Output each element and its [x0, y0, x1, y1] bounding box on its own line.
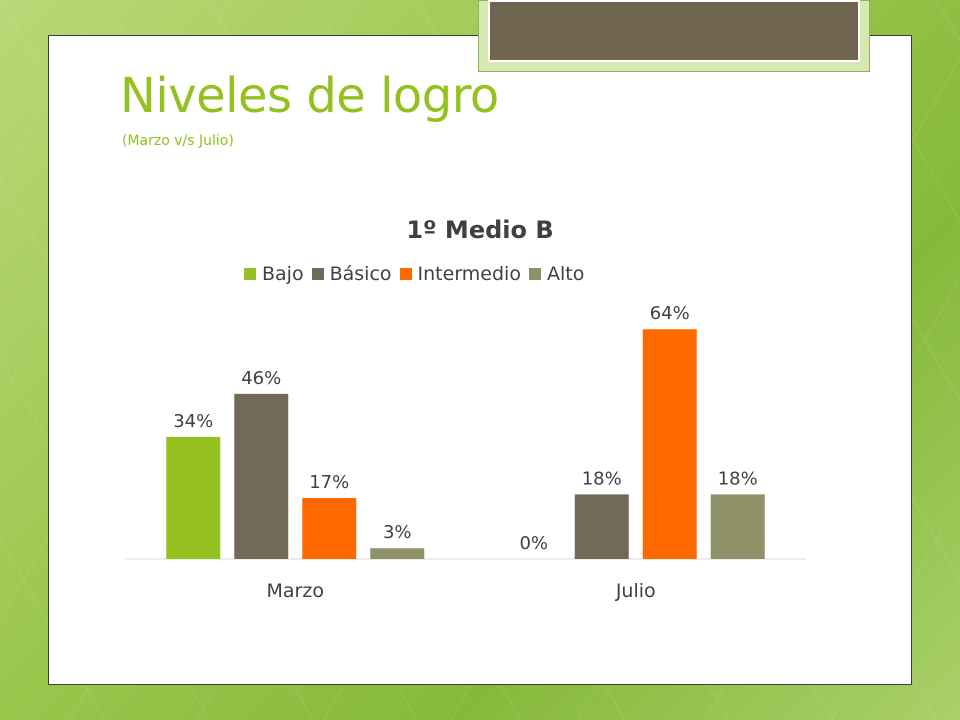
chart-title: 1º Medio B: [406, 216, 554, 244]
bar-basico-marzo: [234, 393, 289, 559]
legend-swatch-alto: [528, 268, 541, 280]
legend-label-alto: Alto: [546, 263, 585, 285]
data-label-basico-marzo: 46%: [241, 368, 281, 389]
slide-canvas: [48, 35, 912, 685]
legend-swatch-basico: [311, 268, 324, 280]
data-label-intermedio-marzo: 17%: [309, 472, 349, 493]
data-label-alto-marzo: 3%: [383, 522, 412, 543]
bar-intermedio-julio: [642, 329, 697, 559]
bar-alto-julio: [710, 494, 765, 559]
legend-label-intermedio: Intermedio: [417, 263, 521, 285]
bar-alto-marzo: [370, 548, 425, 559]
data-label-basico-julio: 18%: [582, 468, 622, 489]
x-tick-label-julio: Julio: [615, 580, 656, 602]
x-tick-label-marzo: Marzo: [267, 580, 324, 602]
legend-item-intermedio: Intermedio: [399, 263, 521, 285]
page-subtitle: (Marzo v/s Julio): [122, 133, 234, 149]
page-title: Niveles de logro: [120, 68, 499, 124]
data-label-alto-julio: 18%: [718, 468, 758, 489]
legend-label-bajo: Bajo: [262, 263, 304, 285]
data-label-bajo-marzo: 34%: [173, 411, 213, 432]
legend-item-basico: Básico: [311, 263, 392, 285]
legend-item-bajo: Bajo: [244, 263, 304, 285]
chart-legend: Bajo Básico Intermedio Alto: [244, 262, 584, 286]
bar-intermedio-marzo: [302, 497, 357, 559]
data-label-bajo-julio: 0%: [519, 533, 548, 554]
legend-item-alto: Alto: [528, 263, 585, 285]
decorative-panel: [488, 0, 860, 62]
legend-label-basico: Básico: [329, 263, 392, 285]
legend-swatch-bajo: [244, 268, 256, 280]
legend-swatch-intermedio: [399, 268, 412, 280]
bar-bajo-marzo: [166, 436, 221, 559]
data-label-intermedio-julio: 64%: [650, 303, 690, 324]
bar-basico-julio: [574, 494, 629, 559]
